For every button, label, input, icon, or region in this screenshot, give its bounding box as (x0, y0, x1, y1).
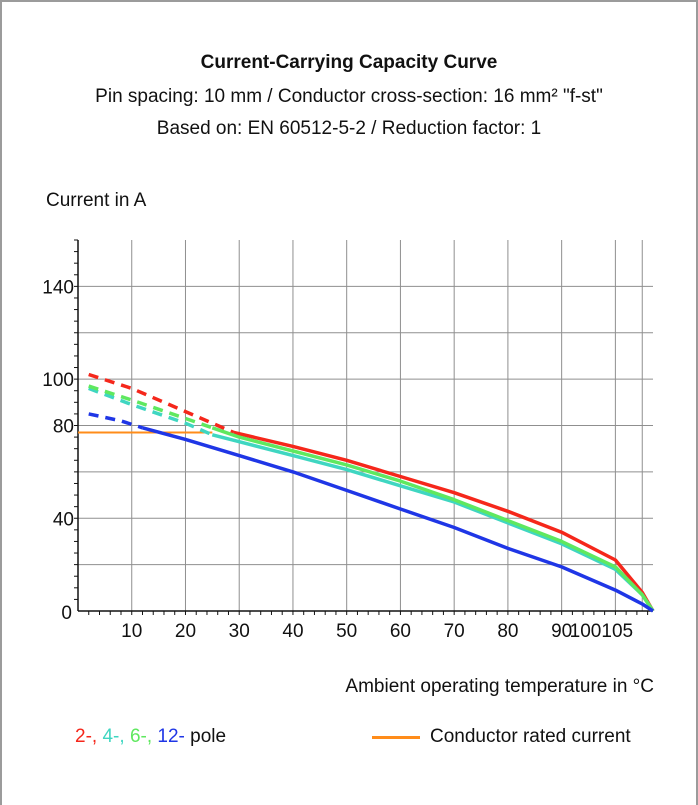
y-tick-label: 140 (42, 277, 74, 298)
series-dashed-line (88, 384, 213, 430)
legend-pole-part: 4- (102, 726, 120, 747)
series-solid-line (142, 426, 654, 613)
x-tick-label: 80 (497, 621, 518, 642)
x-tick-label: 50 (336, 621, 357, 642)
legend-pole-part: 2- (75, 726, 92, 747)
y-axis-label: Current in A (46, 190, 147, 211)
x-tick-label: 70 (444, 621, 465, 642)
series-solid-line (233, 430, 655, 612)
legend-rated-current: Conductor rated current (372, 726, 631, 748)
x-axis-label: Ambient operating temperature in °C (345, 676, 654, 697)
legend-pole-part: , (119, 726, 130, 747)
legend-pole-part: 6- (129, 726, 147, 747)
series-dashed-line (88, 386, 213, 437)
legend-rated-label: Conductor rated current (430, 726, 631, 747)
series-solid-line (211, 426, 655, 612)
chart-title: Current-Carrying Capacity Curve (200, 52, 498, 73)
x-tick-label: 10 (121, 621, 142, 642)
chart-subtitle-line-2: Based on: EN 60512-5-2 / Reduction facto… (156, 118, 542, 139)
x-tick-label: 90 (551, 621, 572, 642)
y-tick-label: 100 (42, 370, 74, 391)
legend-rated-swatch (372, 735, 420, 739)
legend-pole-part: , (146, 726, 158, 747)
x-tick-label: 40 (282, 621, 303, 642)
x-tick-label: 20 (175, 621, 196, 642)
x-tick-label: 60 (390, 621, 411, 642)
legend-pole-part: , (91, 726, 103, 747)
origin-tick-label: 0 (61, 603, 72, 624)
x-tick-label: 100105 (570, 621, 633, 642)
legend-pole-count: 2-, 4-, 6-, 12- pole (75, 726, 226, 748)
y-tick-label: 40 (53, 509, 74, 530)
y-tick-label: 80 (53, 417, 74, 438)
chart-subtitle-line-1: Pin spacing: 10 mm / Conductor cross-sec… (95, 86, 603, 107)
x-tick-label: 30 (229, 621, 250, 642)
legend-pole-part: 12- (157, 726, 185, 747)
series-dashed-line (88, 372, 235, 435)
legend-pole-part: pole (184, 726, 227, 747)
series-solid-line (211, 433, 655, 612)
